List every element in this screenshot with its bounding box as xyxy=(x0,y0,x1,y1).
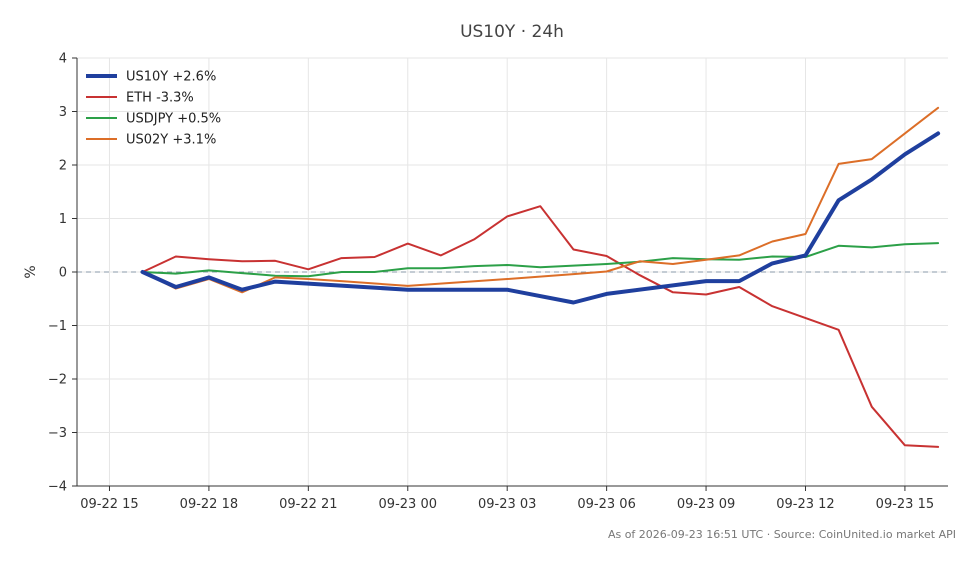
legend-entry: US10Y +2.6% xyxy=(126,70,216,85)
x-tick-label: 09-23 03 xyxy=(478,497,536,512)
y-tick-label: 2 xyxy=(59,159,67,174)
y-tick-label: 4 xyxy=(59,52,67,67)
y-axis-label: % xyxy=(23,265,39,278)
y-tick-label: −4 xyxy=(48,480,67,495)
y-tick-label: −2 xyxy=(48,373,67,388)
y-tick-label: −1 xyxy=(48,319,67,334)
footer-note: As of 2026-09-23 16:51 UTC · Source: Coi… xyxy=(608,528,956,541)
series-line-us10y xyxy=(140,131,941,305)
x-tick-label: 09-23 12 xyxy=(776,497,834,512)
chart-title: US10Y · 24h xyxy=(460,22,564,42)
legend-entry: US02Y +3.1% xyxy=(126,133,216,148)
axes: 4 3 2 1 0 −1 −2 −3 −4 09-22 15 09-22 18 09-22 21 09-… xyxy=(48,52,948,512)
x-tick-label: 09-22 18 xyxy=(180,497,238,512)
x-tick-label: 09-23 15 xyxy=(876,497,934,512)
x-tick-label: 09-23 06 xyxy=(577,497,635,512)
y-tick-label: 1 xyxy=(59,212,67,227)
x-tick-label: 09-23 09 xyxy=(677,497,735,512)
y-tick-label: 3 xyxy=(59,105,67,120)
series-line-eth xyxy=(141,205,940,448)
x-tick-label: 09-22 21 xyxy=(279,497,337,512)
series-lines xyxy=(140,106,941,448)
y-tick-label: −3 xyxy=(48,426,67,441)
legend-entry: ETH -3.3% xyxy=(126,91,194,106)
y-tick-label: 0 xyxy=(59,266,67,281)
x-tick-label: 09-23 00 xyxy=(379,497,437,512)
legend-entry: USDJPY +0.5% xyxy=(126,112,221,127)
x-tick-label: 09-22 15 xyxy=(80,497,138,512)
legend: US10Y +2.6% ETH -3.3% USDJPY +0.5% US02Y +3… xyxy=(86,70,221,148)
